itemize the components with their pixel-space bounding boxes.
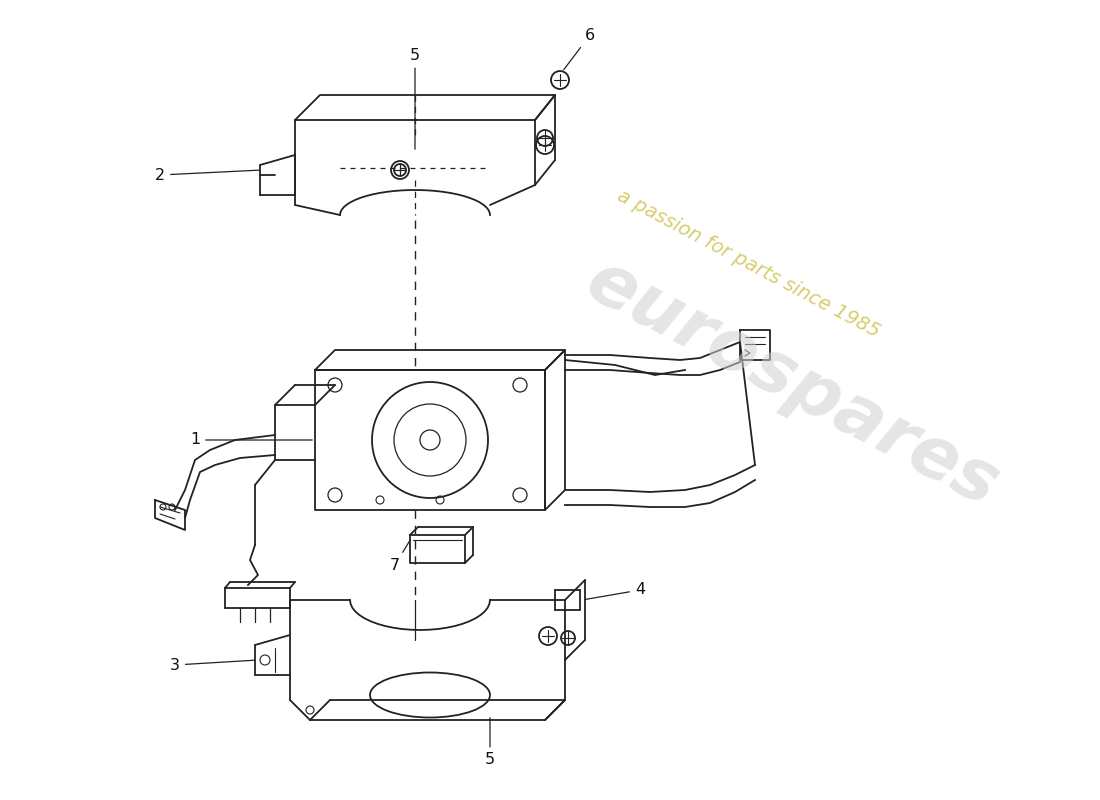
Text: 7: 7 [389, 539, 410, 573]
Text: a passion for parts since 1985: a passion for parts since 1985 [614, 186, 882, 342]
Text: 2: 2 [155, 167, 260, 182]
Text: eurospares: eurospares [574, 246, 1010, 522]
Text: 5: 5 [485, 718, 495, 767]
Text: 4: 4 [585, 582, 645, 599]
Text: 3: 3 [170, 658, 255, 673]
Text: 5: 5 [410, 47, 420, 150]
Text: 1: 1 [190, 433, 312, 447]
Text: 6: 6 [563, 27, 595, 70]
